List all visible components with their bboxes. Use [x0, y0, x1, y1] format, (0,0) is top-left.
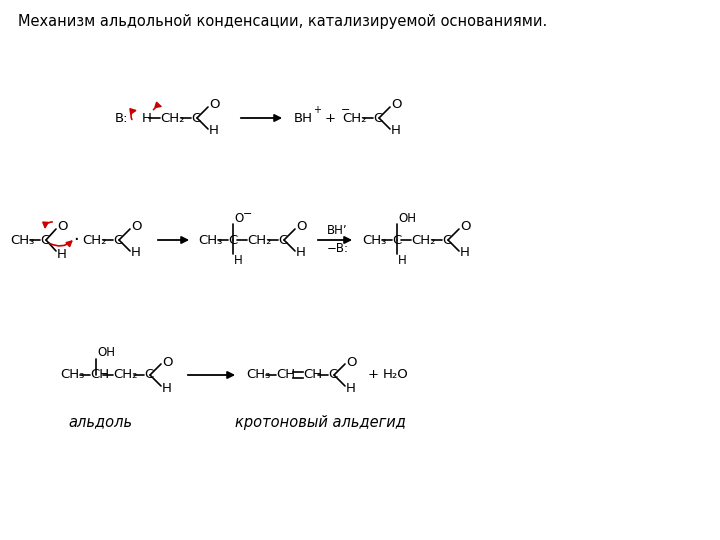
- Text: C: C: [191, 111, 200, 125]
- Text: CH₂: CH₂: [411, 233, 436, 246]
- Text: O: O: [460, 220, 470, 233]
- Text: Механизм альдольной конденсации, катализируемой основаниями.: Механизм альдольной конденсации, катализ…: [18, 14, 547, 29]
- Text: CH: CH: [303, 368, 322, 381]
- Text: C: C: [113, 233, 122, 246]
- Text: C: C: [392, 233, 401, 246]
- Text: O: O: [131, 220, 142, 233]
- Text: C: C: [278, 233, 287, 246]
- Text: OH: OH: [97, 347, 115, 360]
- Text: C: C: [40, 233, 49, 246]
- Text: C: C: [442, 233, 451, 246]
- Text: +: +: [368, 368, 379, 381]
- Text: BHʼ: BHʼ: [327, 225, 348, 238]
- Text: H: H: [296, 246, 306, 260]
- Text: H: H: [209, 125, 219, 138]
- Text: H: H: [142, 111, 152, 125]
- Text: ·: ·: [73, 231, 78, 249]
- Text: −: −: [341, 105, 351, 115]
- Text: O: O: [391, 98, 402, 111]
- Text: CH₃: CH₃: [10, 233, 35, 246]
- Text: O: O: [162, 355, 173, 368]
- Text: +: +: [325, 111, 336, 125]
- Text: O: O: [296, 220, 307, 233]
- Text: CH₂: CH₂: [342, 111, 366, 125]
- Text: BH: BH: [294, 111, 313, 125]
- Text: CH: CH: [276, 368, 295, 381]
- Text: CH₂: CH₂: [160, 111, 184, 125]
- Text: OH: OH: [398, 212, 416, 225]
- Text: C: C: [373, 111, 382, 125]
- Text: CH₃: CH₃: [246, 368, 271, 381]
- Text: O: O: [57, 219, 68, 233]
- Text: O: O: [234, 212, 243, 225]
- Text: H: H: [346, 381, 356, 395]
- Text: +: +: [313, 105, 321, 115]
- Text: H: H: [398, 253, 407, 267]
- Text: CH₂: CH₂: [113, 368, 138, 381]
- Text: CH₃: CH₃: [362, 233, 387, 246]
- Text: C: C: [228, 233, 238, 246]
- Text: кротоновый альдегид: кротоновый альдегид: [235, 415, 405, 429]
- Text: H: H: [57, 247, 67, 260]
- Text: CH: CH: [90, 368, 109, 381]
- Text: CH₃: CH₃: [60, 368, 84, 381]
- Text: O: O: [346, 355, 356, 368]
- Text: H: H: [162, 381, 172, 395]
- Text: −B:: −B:: [327, 242, 349, 255]
- Text: O: O: [209, 98, 220, 111]
- Text: B:: B:: [114, 111, 128, 125]
- Text: H: H: [460, 246, 470, 260]
- Text: −: −: [243, 209, 253, 219]
- Text: CH₂: CH₂: [82, 233, 107, 246]
- Text: CH₂: CH₂: [247, 233, 271, 246]
- Text: C: C: [328, 368, 337, 381]
- Text: H: H: [234, 253, 243, 267]
- Text: H₂O: H₂O: [383, 368, 409, 381]
- Text: H: H: [391, 125, 401, 138]
- Text: H: H: [131, 246, 141, 260]
- Text: C: C: [144, 368, 153, 381]
- Text: CH₃: CH₃: [198, 233, 222, 246]
- Text: альдоль: альдоль: [68, 415, 132, 429]
